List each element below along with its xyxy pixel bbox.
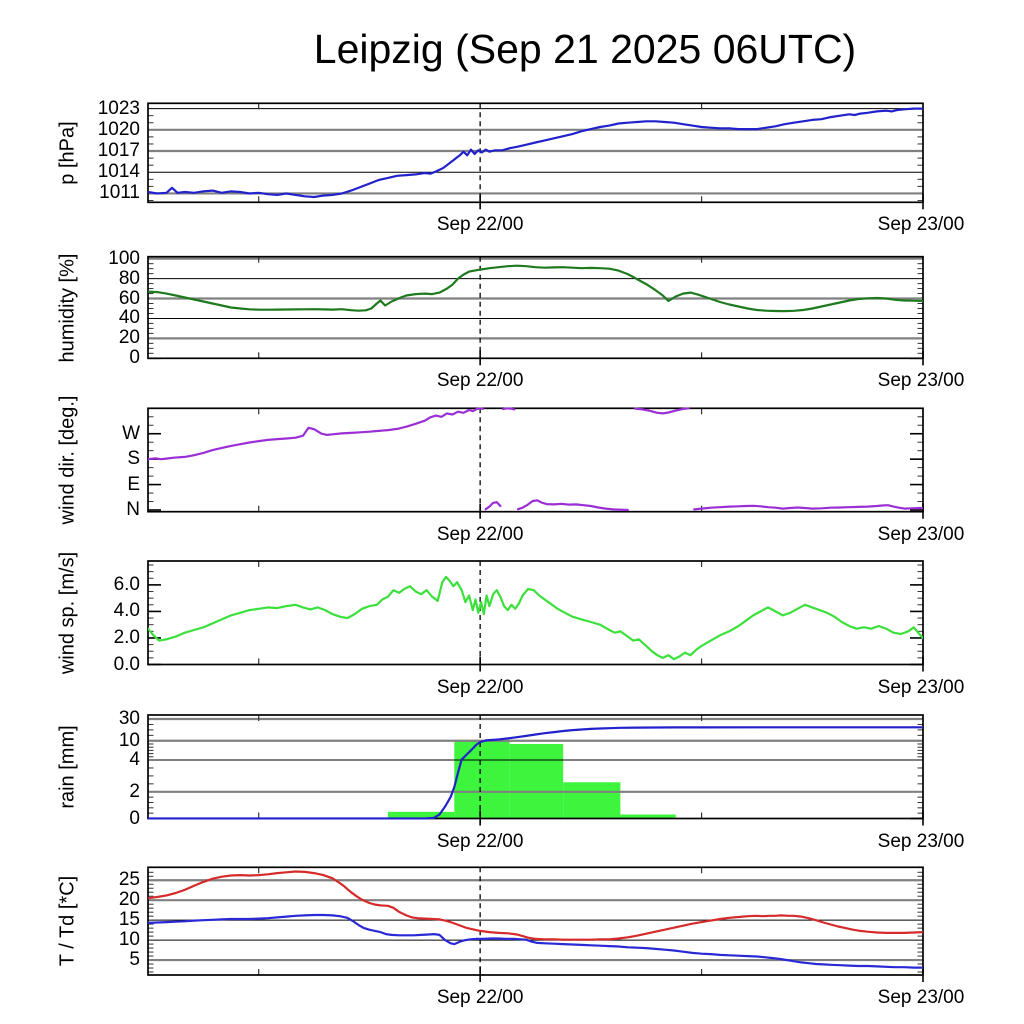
series-wind-direction — [148, 407, 923, 512]
panel-frame — [147, 560, 924, 666]
x-axis-label: Sep 23/00 — [877, 523, 965, 545]
ytick-label-wind-direction: E — [127, 473, 140, 495]
series-relative-humidity — [148, 264, 923, 313]
y-axis-title-wind-speed: wind sp. [m/s] — [56, 551, 79, 674]
ytick-label-pressure: 1014 — [97, 161, 140, 183]
chart-title: Leipzig (Sep 21 2025 06UTC) — [313, 26, 857, 72]
panel-rain — [147, 714, 924, 826]
panel-frame — [147, 407, 924, 513]
ytick-label-temperature-dewpoint: 5 — [129, 949, 140, 971]
x-axis-label: Sep 23/00 — [877, 830, 965, 852]
ytick-label-pressure: 1020 — [97, 118, 140, 140]
x-axis-label: Sep 23/00 — [877, 987, 965, 1008]
rain-bar — [509, 743, 564, 819]
y-axis-title-rain: rain [mm] — [56, 725, 79, 809]
ytick-label-rain: 0 — [129, 807, 140, 829]
rain-bar — [563, 782, 621, 819]
y-axis-title-temperature-dewpoint: T / Td [*C] — [56, 875, 79, 967]
panel-frame — [147, 714, 924, 820]
ytick-label-humidity: 80 — [118, 267, 140, 289]
x-axis-label: Sep 23/00 — [877, 214, 965, 236]
ytick-label-pressure: 1011 — [99, 182, 140, 204]
x-axis-label: Sep 23/00 — [877, 676, 965, 698]
x-axis-label: Sep 22/00 — [436, 370, 524, 392]
rain-bar — [387, 811, 455, 819]
ytick-label-rain: 4 — [129, 749, 140, 771]
panel-pressure — [147, 102, 924, 210]
ytick-label-humidity: 40 — [118, 307, 140, 329]
ytick-label-wind-speed: 6.0 — [113, 573, 140, 595]
y-axis-title-humidity: humidity [%] — [56, 253, 79, 362]
ytick-label-temperature-dewpoint: 15 — [118, 909, 140, 931]
series-rain-accumulated — [148, 726, 923, 820]
ytick-label-rain: 30 — [118, 708, 140, 730]
ytick-label-rain: 2 — [129, 780, 140, 802]
ytick-label-wind-direction: W — [122, 422, 140, 444]
y-axis-title-wind-direction: wind dir. [deg.] — [56, 395, 79, 525]
series-dewpoint — [148, 913, 923, 969]
ytick-label-pressure: 1017 — [97, 140, 140, 162]
ytick-label-rain: 10 — [118, 729, 140, 751]
series-wind-speed — [148, 575, 923, 661]
x-axis-label: Sep 22/00 — [436, 830, 524, 852]
ytick-label-wind-speed: 2.0 — [113, 626, 140, 648]
series-pressure — [148, 107, 923, 199]
rain-bar — [620, 814, 676, 819]
x-axis-label: Sep 22/00 — [436, 214, 524, 236]
ytick-label-wind-speed: 4.0 — [113, 600, 140, 622]
ytick-label-pressure: 1023 — [97, 97, 140, 119]
ytick-label-humidity: 0 — [129, 347, 140, 369]
rain-bar — [454, 740, 510, 819]
ytick-label-wind-speed: 0.0 — [113, 653, 140, 675]
x-axis-label: Sep 22/00 — [436, 987, 524, 1008]
panel-frame — [147, 866, 924, 976]
ytick-label-humidity: 60 — [118, 287, 140, 309]
ytick-label-temperature-dewpoint: 25 — [118, 869, 140, 891]
ytick-label-temperature-dewpoint: 20 — [118, 889, 140, 911]
ytick-label-wind-direction: N — [126, 499, 140, 520]
ytick-label-wind-direction: S — [127, 448, 140, 470]
ytick-label-temperature-dewpoint: 10 — [118, 929, 140, 951]
series-temperature — [148, 870, 923, 941]
ytick-label-humidity: 100 — [108, 247, 140, 269]
ytick-label-humidity: 20 — [118, 327, 140, 349]
x-axis-label: Sep 22/00 — [436, 676, 524, 698]
panel-frame — [147, 255, 924, 360]
panel-frame — [147, 102, 924, 204]
panel-wind-direction — [147, 407, 924, 519]
panel-humidity — [147, 255, 924, 366]
x-axis-label: Sep 22/00 — [436, 523, 524, 545]
x-axis-label: Sep 23/00 — [877, 370, 965, 392]
y-axis-title-pressure: p [hPa] — [56, 121, 79, 185]
panel-wind-speed — [147, 560, 924, 672]
panel-temperature-dewpoint — [147, 866, 924, 982]
